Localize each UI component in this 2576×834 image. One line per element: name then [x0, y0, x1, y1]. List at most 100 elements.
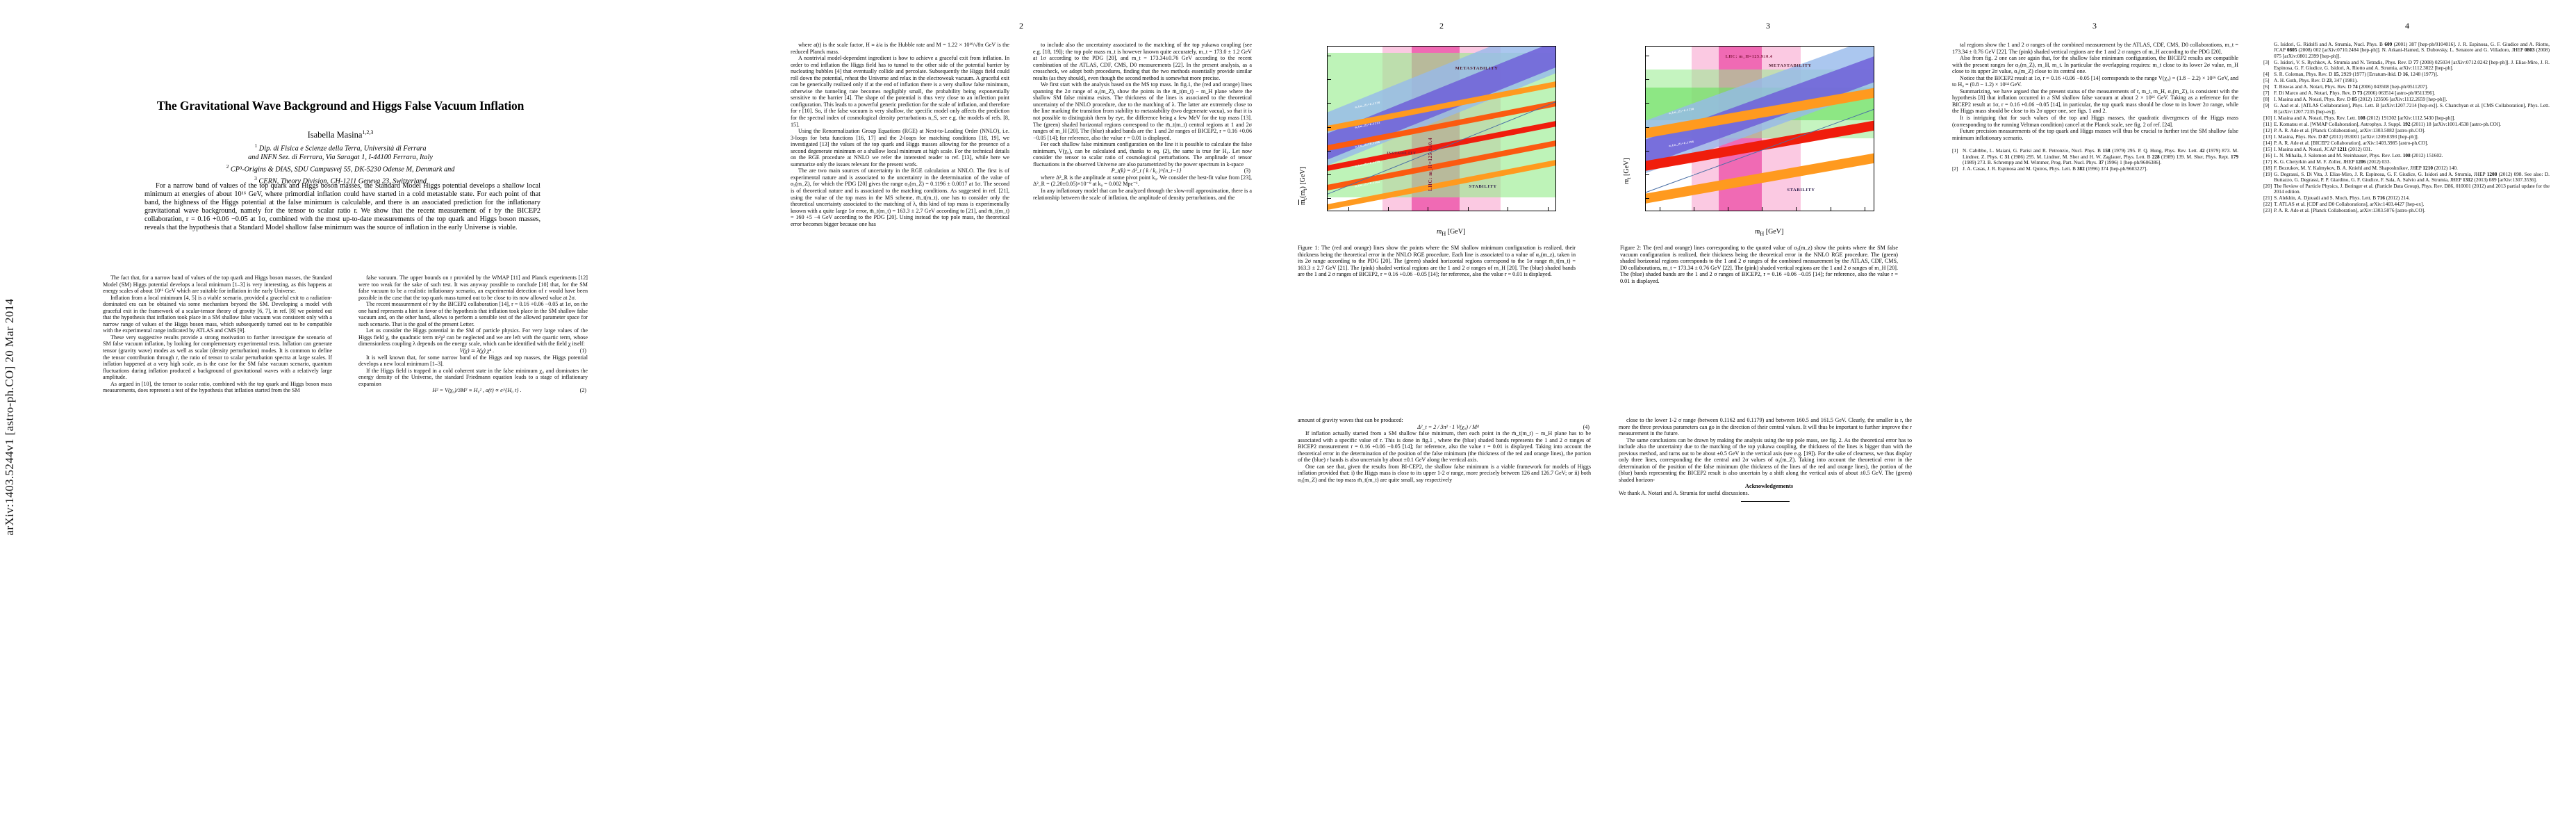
bibliography-entry: [1] N. Cabibbo, L. Maiani, G. Parisi and…	[1952, 147, 2238, 166]
bibliography-entry-text: T. Biswas and A. Notari, Phys. Rev. D 74…	[2274, 83, 2428, 90]
paper-page-1: The Gravitational Wave Background and Hi…	[42, 0, 639, 834]
bibliography-left: [1] N. Cabibbo, L. Maiani, G. Parisi and…	[1952, 147, 2238, 172]
equation-2: H² = V(χ₀)/3M² ≡ H₀² , a(t) ∝ e^{H₀ t} .…	[432, 387, 586, 394]
bibliography-entry-text: G. Isidori, V. S. Rychkov, A. Strumia an…	[2274, 58, 2550, 72]
fig1-ytickmark-162	[1328, 150, 1331, 152]
page-number-4a: 3	[2092, 21, 2097, 31]
bibliography-entry: [4] S. R. Coleman, Phys. Rev. D 15, 2929…	[2263, 71, 2550, 78]
page2-body-columns: where a(t) is the scale factor, H ≡ ȧ/a …	[791, 42, 1252, 785]
fig2-xtickmark-126.5	[1796, 207, 1797, 211]
page-title: The Gravitational Wave Background and Hi…	[156, 99, 525, 113]
fig1-label-metastability: METASTABILITY	[1455, 66, 1498, 72]
bibliography-entry-text: S. R. Coleman, Phys. Rev. D 15, 2929 (19…	[2274, 71, 2438, 78]
bibliography-entry: [16] L. N. Mihaila, J. Salomon and M. St…	[2263, 152, 2550, 158]
equation-1: V(χ) ≃ λ(χ) χ⁴ . (1)	[459, 348, 586, 354]
bibliography-entry-text: I. Masina and A. Notari, Phys. Rev. D 85…	[2274, 96, 2447, 103]
bibliography-entry-text: F. Di Marco and A. Notari, Phys. Rev. D …	[2274, 90, 2436, 97]
fig2-ytickmark-174	[1646, 103, 1649, 104]
bibliography-entry: [12] P. A. R. Ade et al. [Planck Collabo…	[2263, 127, 2550, 133]
bibliography-entry: [5] A. H. Guth, Phys. Rev. D 23, 347 (19…	[2263, 77, 2550, 83]
author-line: Isabella Masina1,2,3	[42, 129, 639, 140]
acknowledgements-heading: Acknowledgements	[1744, 483, 1794, 490]
page2-column-left: where a(t) is the scale factor, H ≡ ȧ/a …	[791, 42, 1009, 227]
fig2-ytickmark-171	[1646, 174, 1649, 176]
bibliography-entry: [3] G. Isidori, V. S. Rychkov, A. Strumi…	[2263, 58, 2550, 72]
bibliography-entry-text: I. Masina and A. Notari, Phys. Rev. Lett…	[2274, 114, 2456, 121]
bibliography-entry: G. Isidori, G. Ridolfi and A. Strumia, N…	[2263, 42, 2550, 59]
page1-column-right: false vacuum. The upper bounds on r prov…	[358, 275, 588, 394]
fig1-xtickmark-127.0	[1547, 207, 1549, 211]
bibliography-entry-text: I. Masina, Phys. Rev. D 87 (2013) 053001…	[2274, 133, 2419, 140]
author-affiliation-sups: 1,2,3	[362, 129, 374, 136]
fig2-ytickmark-175	[1646, 79, 1649, 81]
affiliation-2: 2 CP³-Origins & DIAS, SDU Campusvej 55, …	[226, 163, 455, 174]
bibliography-entry-text: G. Degrassi, S. Di Vita, J. Elias-Miro, …	[2274, 170, 2550, 183]
fig1-xtickmark-124.5	[1348, 207, 1349, 211]
paper-page-4: 3 4 tal regions show the 1 and 2 σ range…	[1938, 0, 2563, 834]
bibliography-entry-text: E. Komatsu et al. [WMAP Collaboration], …	[2274, 120, 2501, 127]
bibliography-entry: [17] K. G. Chetyrkin and M. F. Zoller, J…	[2263, 158, 2550, 165]
bibliography-entry: [15] I. Masina and A. Notari, JCAP 1211 …	[2263, 145, 2550, 152]
figure-1-plot: METASTABILITY STABILITY INSTABILITY LHC:…	[1327, 46, 1556, 211]
bibliography-entry: [7] F. Di Marco and A. Notari, Phys. Rev…	[2263, 90, 2550, 96]
bibliography-entry-text: L. N. Mihaila, J. Salomon and M. Steinha…	[2274, 152, 2443, 158]
page-number-2: 2	[1019, 21, 1023, 31]
fig1-ytickmark-161	[1328, 174, 1331, 176]
bibliography-entry: [19] G. Degrassi, S. Di Vita, J. Elias-M…	[2263, 170, 2550, 183]
affiliation-3: 3 CERN, Theory Division, CH-1211 Geneva …	[254, 174, 427, 186]
bibliography-entry: [14] P. A. R. Ade et al. [BICEP2 Collabo…	[2263, 140, 2550, 146]
figure-2-plot: METASTABILITY STABILITY LHC: m_H=125.9±0…	[1645, 46, 1874, 211]
fig1-ytickmark-160	[1328, 198, 1331, 199]
figure2-x-axis-label: mH [GeV]	[1755, 228, 1784, 237]
page2-column-right: to include also the uncertainty associat…	[1033, 42, 1252, 201]
bibliography-entry: [8] I. Masina and A. Notari, Phys. Rev. …	[2263, 96, 2550, 103]
equation-3: P_t(k) = Δ²_t ( k / k₀ )^{n_t−1} (3)	[1111, 167, 1250, 174]
bibliography-entry: [23] P. A. R. Ade et al. [Planck Collabo…	[2263, 207, 2550, 214]
bibliography-entry: [2] J. A. Casas, J. R. Espinosa and M. Q…	[1952, 165, 2238, 172]
bibliography-entry: [18] F. Bezrukov, M. Y. Kalmykov, B. A. …	[2263, 165, 2550, 171]
section-divider-rule	[1741, 500, 1790, 502]
equation-4: Δ²_t = 2 / 3π² · 1 V(χ₀) / M⁴ (4)	[1417, 423, 1590, 430]
fig1-xtickmark-126.0	[1467, 207, 1469, 211]
page3-column-right: close to the lower 1-2 σ range (between …	[1619, 417, 1912, 792]
arxiv-identifier-stamp: arXiv:1403.5244v1 [astro-ph.CO] 20 Mar 2…	[3, 298, 16, 536]
bibliography-entry-text: J. A. Casas, J. R. Espinosa and M. Quiro…	[1963, 165, 2148, 172]
bibliography-entry-text: G. Aad et al. [ATLAS Collaboration], Phy…	[2274, 102, 2550, 115]
figure1-x-axis-label: mH [GeV]	[1437, 228, 1466, 237]
page3-body-columns: amount of gravity waves that can be prod…	[1298, 417, 1912, 792]
page4-body-columns: tal regions show the 1 and 2 σ ranges of…	[1952, 42, 2550, 792]
page-number-4b: 4	[2405, 21, 2409, 31]
figure-1-caption: Figure 1: The (red and orange) lines sho…	[1298, 245, 1576, 277]
affiliations-block: 1 Dip. di Fisica e Scienze della Terra, …	[42, 142, 639, 186]
fig1-annotation-lhc-higgs-mass: LHC: m_H=125.9±0.4	[1428, 137, 1434, 191]
fig2-label-metastability: METASTABILITY	[1769, 63, 1812, 68]
bibliography-entry: [9] G. Aad et al. [ATLAS Collaboration],…	[2263, 102, 2550, 115]
page3-column-left: amount of gravity waves that can be prod…	[1298, 417, 1591, 483]
figure-2-caption: Figure 2: The (red and orange) lines cor…	[1620, 245, 1898, 284]
page4-column-right: G. Isidori, G. Ridolfi and A. Strumia, N…	[2263, 42, 2550, 792]
author-name: Isabella Masina	[307, 130, 363, 140]
paper-page-2: 2 where a(t) is the scale factor, H ≡ ȧ/…	[778, 0, 1264, 834]
bibliography-entry-text: K. G. Chetyrkin and M. F. Zoller, JHEP 1…	[2274, 158, 2391, 165]
bibliography-entry-text: N. Cabibbo, L. Maiani, G. Parisi and R. …	[1963, 147, 2238, 166]
fig1-label-stability: STABILITY	[1469, 184, 1497, 190]
figure2-y-axis-label: mt [GeV]	[1623, 158, 1632, 184]
affiliation-1b: and INFN Sez. di Ferrara, Via Saragat 1,…	[248, 154, 433, 162]
bibliography-entry-text: P. A. R. Ade et al. [Planck Collaboratio…	[2274, 207, 2425, 214]
page1-body-columns: The fact that, for a narrow band of valu…	[103, 275, 589, 810]
fig1-label-instability: INSTABILITY	[1387, 152, 1417, 156]
fig1-ytickmark-163	[1328, 126, 1331, 128]
bibliography-right: G. Isidori, G. Ridolfi and A. Strumia, N…	[2263, 42, 2550, 214]
bibliography-entry: [22] T. ATLAS et al. [CDF and D0 Collabo…	[2263, 202, 2550, 208]
abstract: For a narrow band of values of the top q…	[145, 182, 540, 231]
figure-2-block: mt [GeV] METASTABILITY STABILITY LHC: m_…	[1620, 42, 1912, 284]
figure-1-block: mt(mt) [GeV]	[1298, 42, 1590, 277]
page-number-3a: 2	[1439, 21, 1444, 31]
figure1-y-axis-label: mt(mt) [GeV]	[1299, 167, 1308, 205]
page1-column-left: The fact that, for a narrow band of valu…	[103, 275, 332, 394]
bibliography-entry-text: I. Masina and A. Notari, JCAP 1211 (2012…	[2274, 145, 2372, 152]
fig2-ytickmark-173	[1646, 126, 1649, 128]
bibliography-entry: [20] The Review of Particle Physics, J. …	[2263, 183, 2550, 195]
fig2-ytickmark-172	[1646, 150, 1649, 152]
